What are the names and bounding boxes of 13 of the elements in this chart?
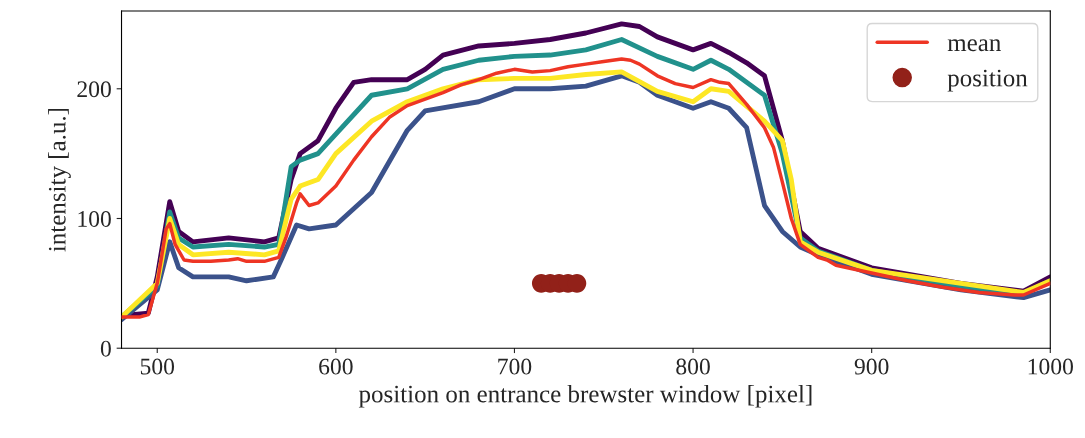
- x-tick-label: 500: [140, 358, 175, 375]
- legend-label: mean: [947, 39, 1001, 52]
- legend-label: position: [947, 69, 1028, 92]
- x-tick-label: 900: [854, 358, 889, 375]
- x-tick-label: 700: [498, 358, 532, 375]
- y-tick-label: 100: [78, 210, 111, 227]
- y-tick-label: 200: [77, 81, 111, 98]
- x-tick-label: 1000: [1028, 358, 1073, 375]
- x-axis-title: position on entrance brewster window [pixel]: [358, 384, 812, 408]
- x-tick-label: 800: [676, 358, 710, 375]
- y-tick-label: 0: [100, 340, 111, 357]
- x-tick-label: 600: [319, 358, 353, 375]
- y-axis-title: intensity [a.u.]: [48, 108, 71, 252]
